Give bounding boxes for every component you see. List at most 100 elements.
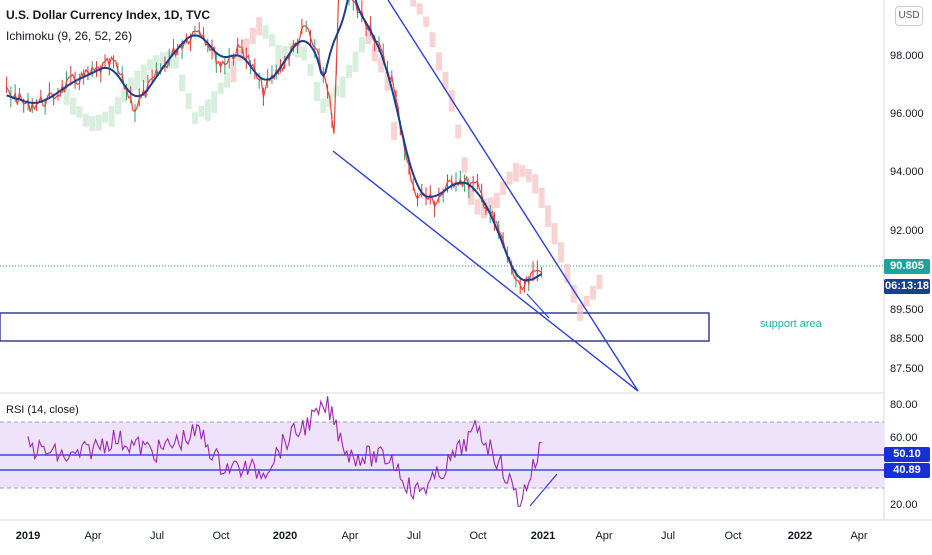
cloud-segment: [532, 174, 539, 194]
rsi-series: [27, 396, 542, 507]
x-tick: Oct: [724, 530, 742, 542]
cloud-segment: [76, 106, 83, 118]
support-area-label: support area: [760, 318, 822, 330]
cloud-segment: [577, 304, 584, 321]
cloud-segment: [121, 87, 128, 103]
y-tick: 87.500: [890, 363, 924, 375]
y-tick: 88.500: [890, 333, 924, 345]
cloud-segment: [275, 44, 282, 67]
rsi-divergence-line[interactable]: [529, 473, 558, 507]
cloud-segment: [583, 295, 590, 307]
cloud-segment: [172, 56, 179, 69]
trendline-lower[interactable]: [332, 150, 639, 392]
cloud-segment: [435, 52, 442, 71]
cloud-segment: [185, 93, 192, 110]
cloud-segment: [557, 242, 564, 263]
cloud-segment: [519, 165, 526, 177]
rsi-line: [27, 396, 542, 507]
cloud-segment: [82, 113, 89, 127]
cloud-segment: [179, 74, 186, 92]
cloud-segment: [371, 44, 378, 62]
cloud-segment: [500, 181, 507, 195]
cloud-segment: [333, 85, 340, 97]
cloud-segment: [339, 76, 346, 98]
cloud-segment: [525, 169, 532, 183]
rsi-y-tick: 80.00: [890, 399, 918, 411]
cloud-segment: [198, 106, 205, 117]
cloud-segment: [307, 64, 314, 76]
cloud-segment: [63, 89, 70, 105]
cloud-segment: [224, 72, 231, 88]
x-tick: 2020: [272, 530, 298, 542]
cloud-segment: [102, 111, 109, 123]
cloud-segment: [480, 198, 487, 219]
cloud-segment: [551, 223, 558, 245]
cloud-segment: [249, 27, 256, 45]
cloud-segment: [416, 3, 423, 15]
cloud-segment: [134, 70, 141, 90]
ichimoku-baseline: [6, 0, 543, 282]
trendline-short[interactable]: [526, 293, 550, 319]
cloud-segment: [410, 0, 417, 7]
chart-title: U.S. Dollar Currency Index, 1D, TVC: [6, 8, 211, 22]
x-tick: 2019: [15, 530, 41, 542]
cloud-segment: [127, 77, 134, 91]
cloud-segment: [570, 284, 577, 303]
cloud-segment: [262, 25, 269, 39]
cloud-segment: [423, 16, 430, 28]
x-tick: 2021: [530, 530, 556, 542]
x-tick: Jul: [406, 530, 422, 542]
trendline-upper[interactable]: [387, 0, 639, 392]
cloud-segment: [147, 59, 154, 71]
x-tick: Apr: [850, 530, 868, 542]
cloud-segment: [384, 71, 391, 91]
cloud-segment: [108, 106, 115, 127]
cloud-segment: [513, 162, 519, 182]
cloud-segment: [192, 111, 198, 124]
cloud-segment: [301, 46, 308, 61]
rsi-title[interactable]: RSI (14, close): [6, 404, 79, 416]
y-tick: 96.000: [890, 108, 924, 120]
cloud-segment: [89, 116, 96, 132]
cloud-segment: [243, 38, 250, 54]
cloud-segment: [590, 285, 597, 300]
cloud-segment: [320, 98, 327, 113]
cloud-segment: [230, 60, 237, 83]
x-tick: Apr: [84, 530, 102, 542]
cloud-segment: [365, 31, 372, 45]
ichimoku-cloud: [63, 0, 603, 321]
y-tick: 89.500: [890, 304, 924, 316]
cloud-segment: [378, 57, 385, 73]
price-line: [6, 0, 542, 291]
cloud-segment: [313, 81, 320, 102]
x-tick: 2022: [787, 530, 813, 542]
cloud-segment: [256, 17, 263, 36]
cloud-segment: [468, 188, 475, 205]
cloud-segment: [442, 71, 449, 90]
cloud-segment: [596, 274, 603, 289]
y-tick: 94.000: [890, 166, 924, 178]
cloud-segment: [269, 34, 276, 47]
cloud-segment: [281, 46, 288, 62]
cloud-segment: [70, 97, 77, 115]
price-pane: [0, 0, 884, 393]
x-tick: Jul: [660, 530, 676, 542]
cloud-segment: [564, 264, 571, 284]
cloud-segment: [114, 97, 121, 115]
cloud-segment: [487, 197, 494, 213]
countdown-tag: 06:13:18: [884, 279, 930, 294]
cloud-segment: [211, 91, 218, 114]
rsi-y-tick: 60.00: [890, 432, 918, 444]
cloud-segment: [461, 157, 468, 173]
indicator-label[interactable]: Ichimoku (9, 26, 52, 26): [6, 29, 133, 43]
cloud-segment: [159, 52, 166, 66]
currency-button[interactable]: USD: [895, 6, 923, 26]
support-zone[interactable]: [0, 312, 710, 342]
rsi-y-tick: 20.00: [890, 499, 918, 511]
x-tick: Apr: [595, 530, 613, 542]
cloud-segment: [429, 32, 436, 48]
current-price-tag: 90.805: [884, 259, 930, 274]
cloud-segment: [217, 82, 224, 94]
